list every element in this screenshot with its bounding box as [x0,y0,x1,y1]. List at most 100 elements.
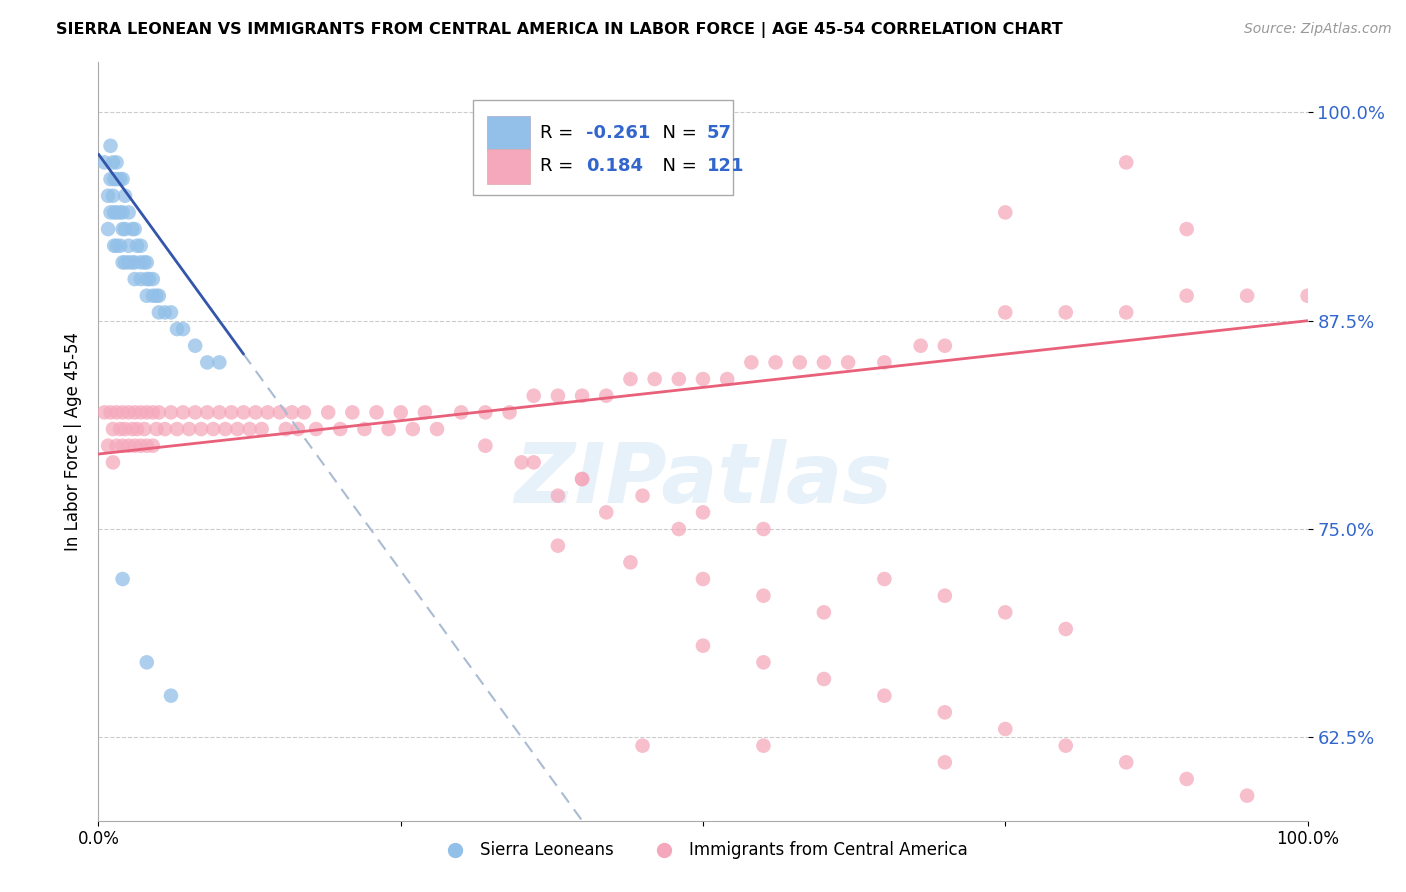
Point [692,639,714,653]
Point [316,405,339,419]
Point [377,422,399,436]
Point [239,422,262,436]
Point [111,255,134,269]
Point [692,372,714,386]
Point [101,455,124,469]
Point [124,272,146,286]
Point [101,188,124,202]
Point [740,355,762,369]
Point [93,405,115,419]
Point [692,572,714,586]
Point [166,422,188,436]
Point [135,405,157,419]
Point [232,405,254,419]
Point [226,422,249,436]
Point [135,289,157,303]
Point [287,422,309,436]
Point [547,389,569,403]
Point [129,439,152,453]
Point [668,372,690,386]
Point [523,389,546,403]
Point [1175,772,1198,786]
Point [692,505,714,519]
FancyBboxPatch shape [486,149,530,184]
Text: N =: N = [651,157,703,176]
Point [269,405,291,419]
Point [631,739,654,753]
Point [111,439,134,453]
Point [498,405,520,419]
Legend: Sierra Leoneans, Immigrants from Central America: Sierra Leoneans, Immigrants from Central… [432,834,974,865]
Point [142,405,165,419]
Text: ZIPatlas: ZIPatlas [515,439,891,520]
Point [118,439,141,453]
Point [105,172,128,186]
Point [474,439,496,453]
Point [250,422,273,436]
Point [934,339,956,353]
Point [108,422,131,436]
Point [202,422,225,436]
Point [595,389,617,403]
Point [195,355,218,369]
Point [105,439,128,453]
FancyBboxPatch shape [486,116,530,151]
Point [474,405,496,419]
Point [752,589,775,603]
Point [752,522,775,536]
Point [124,439,146,453]
Point [145,422,167,436]
Point [668,522,690,536]
Point [245,405,267,419]
Point [752,739,775,753]
Point [93,155,115,169]
Text: 0.184: 0.184 [586,157,643,176]
Point [281,405,304,419]
Point [105,405,128,419]
Text: SIERRA LEONEAN VS IMMIGRANTS FROM CENTRAL AMERICA IN LABOR FORCE | AGE 45-54 COR: SIERRA LEONEAN VS IMMIGRANTS FROM CENTRA… [56,22,1063,38]
Point [813,605,835,619]
Point [129,238,152,252]
Point [389,405,412,419]
FancyBboxPatch shape [474,101,734,195]
Point [108,205,131,219]
Point [124,255,146,269]
Point [184,405,207,419]
Point [105,238,128,252]
Text: 57: 57 [707,124,731,142]
Point [111,405,134,419]
Point [994,722,1017,736]
Point [148,289,170,303]
Point [105,205,128,219]
Point [142,272,165,286]
Point [353,422,375,436]
Point [97,188,120,202]
Point [127,238,149,252]
Text: R =: R = [540,157,579,176]
Point [101,422,124,436]
Point [547,539,569,553]
Text: Source: ZipAtlas.com: Source: ZipAtlas.com [1244,22,1392,37]
Point [100,205,122,219]
Point [184,339,207,353]
Point [160,405,183,419]
Point [873,355,896,369]
Point [619,372,641,386]
Point [934,706,956,720]
Point [523,455,546,469]
Point [1236,289,1258,303]
Point [329,422,352,436]
Point [114,188,136,202]
Point [256,405,278,419]
Text: R =: R = [540,124,579,142]
Point [595,505,617,519]
Point [105,155,128,169]
Point [994,305,1017,319]
Point [1175,289,1198,303]
Point [571,472,593,486]
Point [129,255,152,269]
Point [571,472,593,486]
Point [100,172,122,186]
Point [148,305,170,319]
Point [124,222,146,236]
